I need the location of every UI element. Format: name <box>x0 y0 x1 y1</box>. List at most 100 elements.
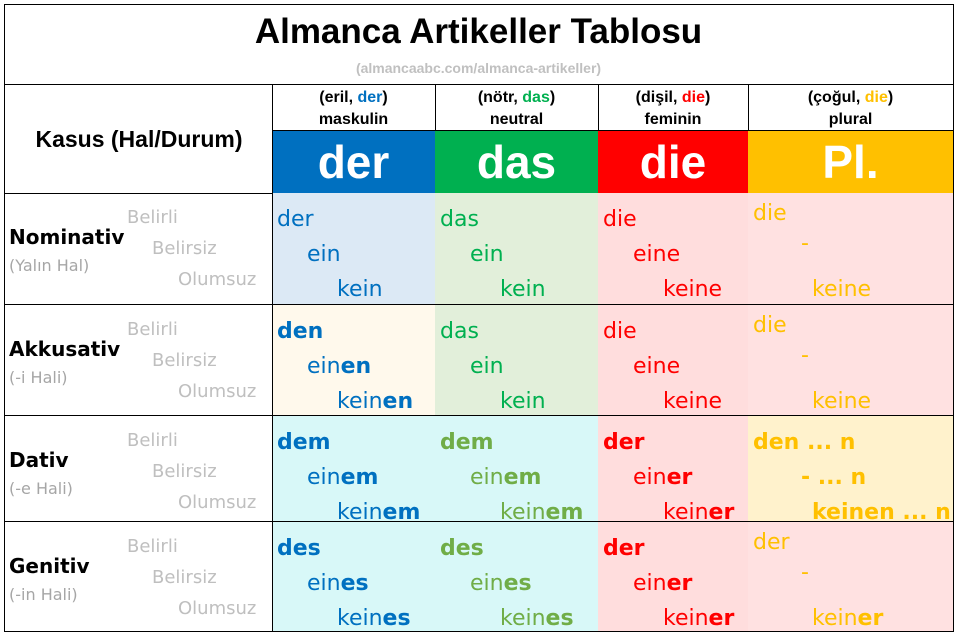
article-stem: d <box>277 319 293 344</box>
article-form: eine <box>633 242 680 267</box>
article-stem: ein <box>307 571 341 596</box>
case-name-nominativ: Nominativ <box>9 225 125 249</box>
article-stem: kein <box>337 606 383 631</box>
article-form: der <box>277 207 314 232</box>
article-stem: die <box>603 207 637 232</box>
article-stem: eine <box>633 242 681 267</box>
article-form: keine <box>812 389 871 414</box>
article-ending: em <box>340 465 379 490</box>
cell-background <box>272 416 435 522</box>
kasus-header: Kasus (Hal/Durum) <box>35 126 243 152</box>
article-stem: keine <box>812 277 872 302</box>
title-bottom <box>4 84 953 85</box>
case-subtitle: (-e Hali) <box>9 479 73 498</box>
article-stem: der <box>753 530 790 555</box>
article-form: keines <box>500 606 574 631</box>
cell-background <box>598 522 748 632</box>
level-label-olumsuz: Olumsuz <box>178 269 257 290</box>
article-ending: em <box>503 465 542 490</box>
article-form: der <box>753 530 790 555</box>
article-form: keinen <box>337 389 413 414</box>
gender-block-neut: das <box>435 131 598 193</box>
article-stem: d <box>603 430 619 455</box>
article-form: keinem <box>500 500 583 525</box>
article-form: ein <box>470 242 504 267</box>
article-form: keiner <box>812 606 883 631</box>
gender-caption-masc: (eril, der) <box>272 89 435 107</box>
article-stem: keine <box>663 277 723 302</box>
page-subtitle: (almancaabc.com/almanca-artikeller) <box>355 60 602 76</box>
article-form: der <box>603 430 645 455</box>
article-stem: - ... n <box>801 465 867 490</box>
gender-label-masc: maskulin <box>318 111 389 128</box>
cell-background <box>598 305 748 416</box>
col-divider <box>748 84 749 131</box>
article-form: keiner <box>663 606 734 631</box>
article-form: kein <box>337 277 383 302</box>
gender-caption-open: (çoğul, <box>807 89 865 106</box>
article-form: eines <box>470 571 532 596</box>
article-form: keine <box>663 277 722 302</box>
article-stem: kein <box>663 500 709 525</box>
article-stem: keine <box>812 389 872 414</box>
article-stem: kein <box>337 500 383 525</box>
article-form: einen <box>307 354 371 379</box>
article-ending: er <box>666 571 693 596</box>
gender-label-fem: feminin <box>644 111 702 128</box>
article-ending: en <box>382 389 414 414</box>
article-form: kein <box>500 277 546 302</box>
gender-caption-article: das <box>522 89 550 106</box>
article-ending: es <box>292 536 321 561</box>
article-stem: keine <box>663 389 723 414</box>
article-form: einem <box>470 465 541 490</box>
page-title: Almanca Artikeller Tablosu <box>254 12 703 51</box>
article-form: keines <box>337 606 411 631</box>
gender-block-plur: Pl. <box>748 131 953 193</box>
border-right <box>953 4 954 632</box>
level-label-olumsuz: Olumsuz <box>178 598 257 619</box>
article-ending: er <box>618 430 645 455</box>
level-label-belirli: Belirli <box>127 207 178 228</box>
cell-background <box>272 193 435 305</box>
cell-background <box>598 193 748 305</box>
article-form: - ... n <box>801 465 866 490</box>
article-stem: kein <box>812 606 858 631</box>
article-stem: die <box>753 201 787 226</box>
article-stem: ein <box>307 465 341 490</box>
article-form: - <box>801 560 809 585</box>
article-form: die <box>753 313 787 338</box>
gender-label-neut: neutral <box>489 111 544 128</box>
article-form: des <box>440 536 484 561</box>
article-stem: kein <box>663 606 709 631</box>
article-form: die <box>753 201 787 226</box>
article-form: keiner <box>663 500 734 525</box>
gender-caption-article: die <box>864 89 888 106</box>
border-bottom <box>4 631 953 632</box>
article-stem: den ... n <box>753 430 856 455</box>
cell-background <box>435 522 598 632</box>
level-label-belirsiz: Belirsiz <box>152 461 217 482</box>
article-form: kein <box>500 389 546 414</box>
article-form: keinem <box>337 500 420 525</box>
article-ending: es <box>545 606 574 631</box>
header-split <box>272 130 953 131</box>
col-divider <box>272 84 273 632</box>
article-stem: d <box>603 536 619 561</box>
level-label-belirsiz: Belirsiz <box>152 567 217 588</box>
gender-caption-close: ) <box>549 89 556 106</box>
row-divider <box>4 304 953 305</box>
kasus-bottom <box>4 193 272 194</box>
article-form: keine <box>812 277 871 302</box>
article-stem: ein <box>470 242 504 267</box>
cell-background <box>748 416 953 522</box>
article-stem: das <box>440 319 479 344</box>
gender-block-fem: die <box>598 131 748 193</box>
article-form: eine <box>633 354 680 379</box>
article-ending: er <box>708 500 735 525</box>
border-left <box>4 4 5 632</box>
col-divider <box>598 84 599 131</box>
gender-caption-neut: (nötr, das) <box>435 89 598 107</box>
article-ending: er <box>708 606 735 631</box>
article-stem: kein <box>500 277 546 302</box>
article-stem: d <box>277 536 293 561</box>
